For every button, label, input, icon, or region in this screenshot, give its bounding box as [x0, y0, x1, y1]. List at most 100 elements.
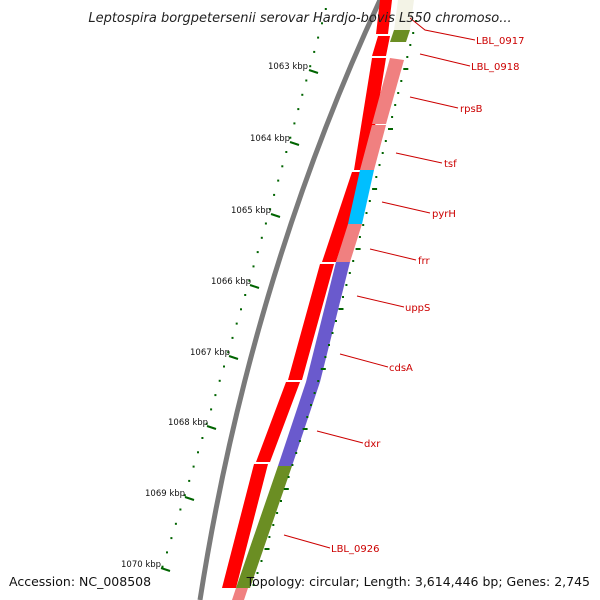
inner-ruler-dot	[342, 296, 344, 298]
inner-ruler-dot	[358, 236, 361, 238]
inner-ruler-dot	[328, 344, 330, 346]
gene-label[interactable]: LBL_0926	[331, 544, 379, 555]
inner-ruler-dot	[397, 92, 400, 94]
ruler-dot	[235, 322, 238, 325]
ruler-dot	[170, 537, 173, 540]
inner-ruler-dot	[378, 164, 381, 166]
inner-ruler-dot	[295, 452, 298, 454]
leader-line	[419, 53, 471, 67]
ruler-dot	[317, 36, 320, 39]
leader-line	[356, 295, 405, 308]
gene-label[interactable]: LBL_0917	[476, 36, 524, 47]
inner-ruler-dot	[403, 68, 409, 70]
inner-ruler-dot	[317, 380, 320, 382]
kbp-label: 1063 kbp	[268, 62, 308, 72]
ruler-dot	[305, 79, 308, 82]
ruler-dot	[256, 251, 259, 254]
ruler-dot	[240, 308, 242, 311]
inner-ruler-dot	[394, 104, 397, 106]
category-segment	[306, 262, 350, 382]
ruler-dot	[161, 565, 164, 568]
ruler-dot	[166, 551, 168, 554]
inner-ruler-dot	[348, 272, 351, 274]
inner-ruler-dot	[313, 392, 316, 394]
ruler-dot	[210, 408, 213, 411]
inner-ruler-dot	[388, 128, 393, 130]
category-segment	[278, 382, 320, 466]
kbp-label: 1064 kbp	[250, 134, 290, 144]
ruler-dot	[297, 108, 300, 111]
inner-ruler-dot	[381, 152, 384, 154]
ruler-dot	[244, 294, 247, 296]
kbp-label: 1069 kbp	[145, 489, 185, 499]
inner-ruler-dot	[375, 176, 378, 178]
inner-ruler-ticks	[252, 20, 418, 586]
leader-line	[381, 201, 431, 214]
kbp-label: 1066 kbp	[211, 277, 251, 287]
ruler-dot	[197, 451, 199, 454]
gene-label[interactable]: pyrH	[432, 209, 456, 220]
category-segment	[232, 588, 248, 600]
category-segment	[372, 58, 404, 124]
ruler-major-tick	[160, 567, 171, 572]
ruler-dot	[252, 265, 255, 268]
ruler-dot	[188, 479, 191, 482]
ruler-dot	[285, 151, 288, 153]
inner-ruler-dot	[362, 224, 365, 226]
inner-ruler-dot	[352, 260, 355, 262]
ruler-major-tick	[184, 496, 195, 501]
ruler-dot	[260, 236, 263, 239]
topology-summary: Topology: circular; Length: 3,614,446 bp…	[246, 574, 590, 589]
inner-ruler-dot	[406, 56, 409, 58]
ruler-dot	[227, 351, 230, 354]
cds-strand	[222, 0, 392, 588]
ruler-ticks	[160, 69, 319, 572]
ruler-minor-ticks	[161, 8, 327, 568]
inner-ruler-dot	[310, 404, 312, 406]
ruler-dot	[214, 394, 217, 397]
ruler-dot	[218, 379, 221, 382]
ruler-dot	[277, 179, 280, 182]
gene-label[interactable]: tsf	[444, 159, 457, 170]
inner-ruler-dot	[264, 548, 270, 550]
gene-label[interactable]: rpsB	[460, 104, 483, 115]
cds-arrow	[376, 0, 392, 34]
gene-label[interactable]: LBL_0918	[471, 62, 519, 73]
ruler-dot	[179, 508, 182, 511]
inner-ruler-dot	[320, 368, 326, 370]
ruler-dot	[313, 50, 316, 53]
ruler-dot	[273, 193, 276, 196]
inner-ruler-dot	[384, 140, 387, 142]
inner-ruler-dot	[272, 524, 275, 526]
inner-ruler-dot	[409, 44, 412, 46]
leader-line	[316, 430, 364, 444]
inner-ruler-dot	[365, 212, 368, 214]
leader-line	[395, 152, 443, 164]
gene-label[interactable]: uppS	[405, 303, 430, 314]
inner-ruler-dot	[298, 440, 301, 442]
ruler-major-tick	[308, 69, 319, 74]
inner-ruler-dot	[412, 32, 415, 34]
category-segment	[394, 0, 414, 30]
gene-label[interactable]: cdsA	[389, 363, 413, 374]
inner-ruler-dot	[306, 416, 309, 418]
inner-ruler-dot	[287, 476, 290, 478]
gene-label[interactable]: dxr	[364, 439, 381, 450]
inner-ruler-dot	[302, 428, 308, 430]
leader-line	[339, 353, 389, 368]
ruler-dot	[289, 136, 292, 139]
leader-line	[283, 534, 331, 549]
gene-label[interactable]: frr	[418, 256, 430, 267]
ruler-dot	[192, 465, 195, 468]
ruler-major-tick	[270, 213, 281, 218]
kbp-label: 1070 kbp	[121, 560, 161, 570]
cds-arrow	[372, 36, 390, 56]
inner-ruler-dot	[280, 500, 282, 502]
inner-ruler-dot	[335, 320, 337, 322]
genome-backbone	[197, 0, 383, 600]
cds-arrow	[222, 464, 268, 588]
ruler-dot	[183, 494, 186, 497]
ruler-dot	[201, 437, 204, 439]
ruler-dot	[293, 122, 296, 125]
